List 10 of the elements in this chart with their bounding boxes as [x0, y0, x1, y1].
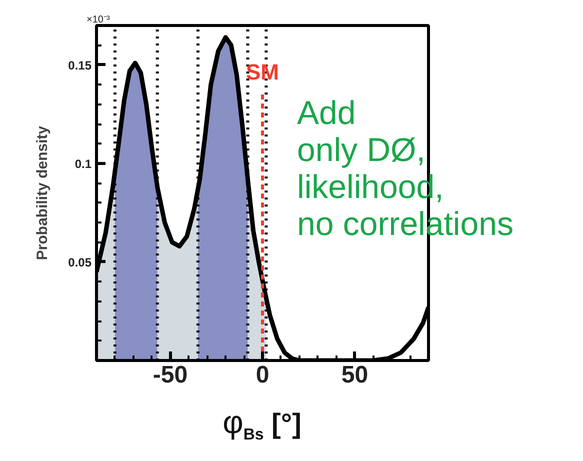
y-axis-title: Probability density [34, 125, 52, 260]
x-tick-label: 50 [341, 362, 368, 388]
annotation: ×10⁻³ [86, 14, 110, 26]
y-tick-label: 0.05 [68, 255, 92, 270]
y-tick-label: 0.1 [74, 156, 92, 171]
x-tick-label: -50 [152, 362, 188, 388]
x-axis-title: φ$_{Bs}$ [°] [222, 403, 302, 446]
ref-line-label: SM [246, 60, 279, 84]
y-tick-label: 0.15 [68, 58, 92, 72]
x-tick-label: 0 [256, 362, 270, 388]
